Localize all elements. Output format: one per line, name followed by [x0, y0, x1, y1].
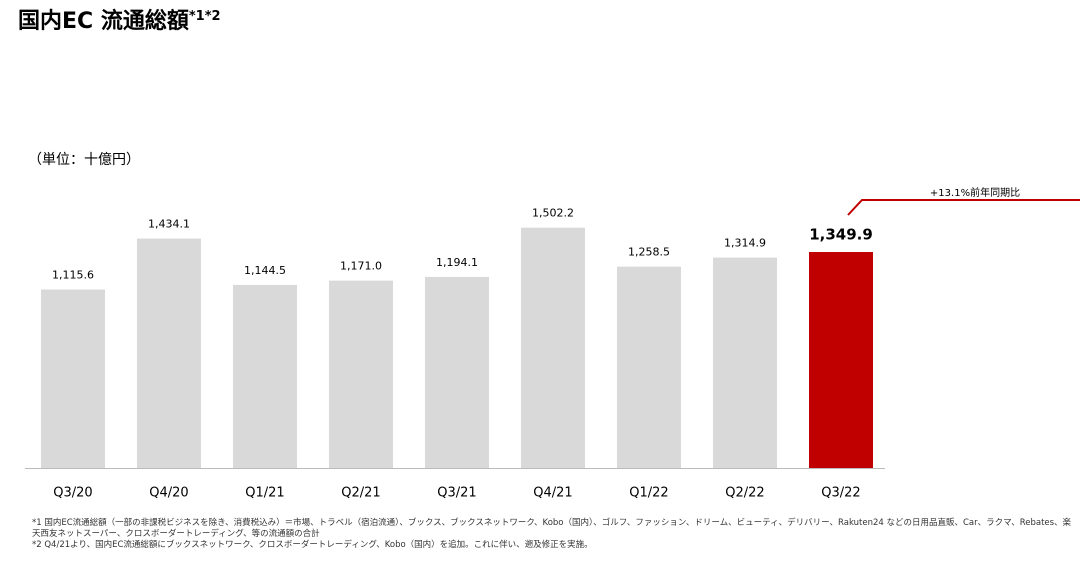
bar — [41, 289, 105, 468]
x-tick-label: Q3/21 — [437, 486, 476, 501]
bar — [809, 252, 873, 468]
x-tick-label: Q1/21 — [245, 486, 284, 501]
value-label: 1,115.6 — [52, 269, 94, 282]
x-tick-label: Q3/20 — [53, 486, 92, 501]
chart: 国内EC 流通総額*1*2 （単位：十億円） +13.1%前年同期比 Q3/20… — [18, 8, 1080, 501]
bar — [425, 276, 489, 468]
x-tick-label: Q2/22 — [725, 486, 764, 501]
value-label: 1,434.1 — [148, 218, 190, 231]
value-label: 1,194.1 — [436, 256, 478, 269]
bar — [713, 257, 777, 468]
title-text: 国内EC 流通総額 — [18, 8, 189, 34]
bar — [233, 284, 297, 468]
x-tick-label: Q3/22 — [821, 486, 860, 501]
bar — [329, 280, 393, 468]
value-label: 1,314.9 — [724, 237, 766, 250]
bar — [521, 227, 585, 468]
annotation: +13.1%前年同期比 — [930, 186, 1020, 199]
footnotes: *1 国内EC流通総額（一部の非課税ビジネスを除き、消費税込み）＝市場、トラベル… — [32, 518, 1072, 551]
x-tick-label: Q1/22 — [629, 486, 668, 501]
x-tick-label: Q4/20 — [149, 486, 188, 501]
footnote: *2 Q4/21より、国内EC流通総額にブックスネットワーク、クロスボーダートレ… — [32, 540, 593, 550]
title-note: *1*2 — [189, 9, 221, 24]
x-tick-label: Q4/21 — [533, 486, 572, 501]
value-label: 1,171.0 — [340, 260, 382, 273]
chart-title: 国内EC 流通総額*1*2 — [18, 8, 221, 34]
x-tick-label: Q2/21 — [341, 486, 380, 501]
unit-label: （単位：十億円） — [28, 152, 140, 168]
value-label: 1,258.5 — [628, 246, 670, 259]
bar — [137, 238, 201, 468]
value-label: 1,144.5 — [244, 264, 286, 277]
value-label: 1,502.2 — [532, 207, 574, 220]
footnote: *1 国内EC流通総額（一部の非課税ビジネスを除き、消費税込み）＝市場、トラベル… — [32, 518, 1072, 539]
annotation-line — [847, 199, 1080, 216]
value-label: 1,349.9 — [809, 226, 873, 244]
bar — [617, 266, 681, 468]
